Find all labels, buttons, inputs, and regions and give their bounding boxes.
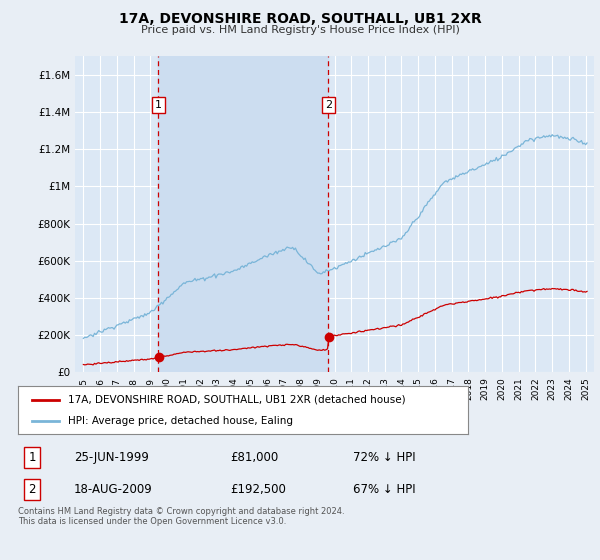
Text: 17A, DEVONSHIRE ROAD, SOUTHALL, UB1 2XR (detached house): 17A, DEVONSHIRE ROAD, SOUTHALL, UB1 2XR …: [67, 395, 405, 405]
Text: 18-AUG-2009: 18-AUG-2009: [74, 483, 152, 496]
Bar: [158, 56, 328, 372]
Text: 17A, DEVONSHIRE ROAD, SOUTHALL, UB1 2XR: 17A, DEVONSHIRE ROAD, SOUTHALL, UB1 2XR: [119, 12, 481, 26]
Text: Contains HM Land Registry data © Crown copyright and database right 2024.
This d: Contains HM Land Registry data © Crown c…: [18, 507, 344, 526]
Text: £81,000: £81,000: [230, 451, 278, 464]
Text: 1: 1: [28, 451, 36, 464]
Text: 72% ↓ HPI: 72% ↓ HPI: [353, 451, 415, 464]
Text: 1: 1: [155, 100, 162, 110]
Text: 2: 2: [28, 483, 36, 496]
Text: 2: 2: [325, 100, 332, 110]
Text: 25-JUN-1999: 25-JUN-1999: [74, 451, 149, 464]
Text: HPI: Average price, detached house, Ealing: HPI: Average price, detached house, Eali…: [67, 416, 293, 426]
Text: 67% ↓ HPI: 67% ↓ HPI: [353, 483, 415, 496]
Text: Price paid vs. HM Land Registry's House Price Index (HPI): Price paid vs. HM Land Registry's House …: [140, 25, 460, 35]
Text: £192,500: £192,500: [230, 483, 286, 496]
